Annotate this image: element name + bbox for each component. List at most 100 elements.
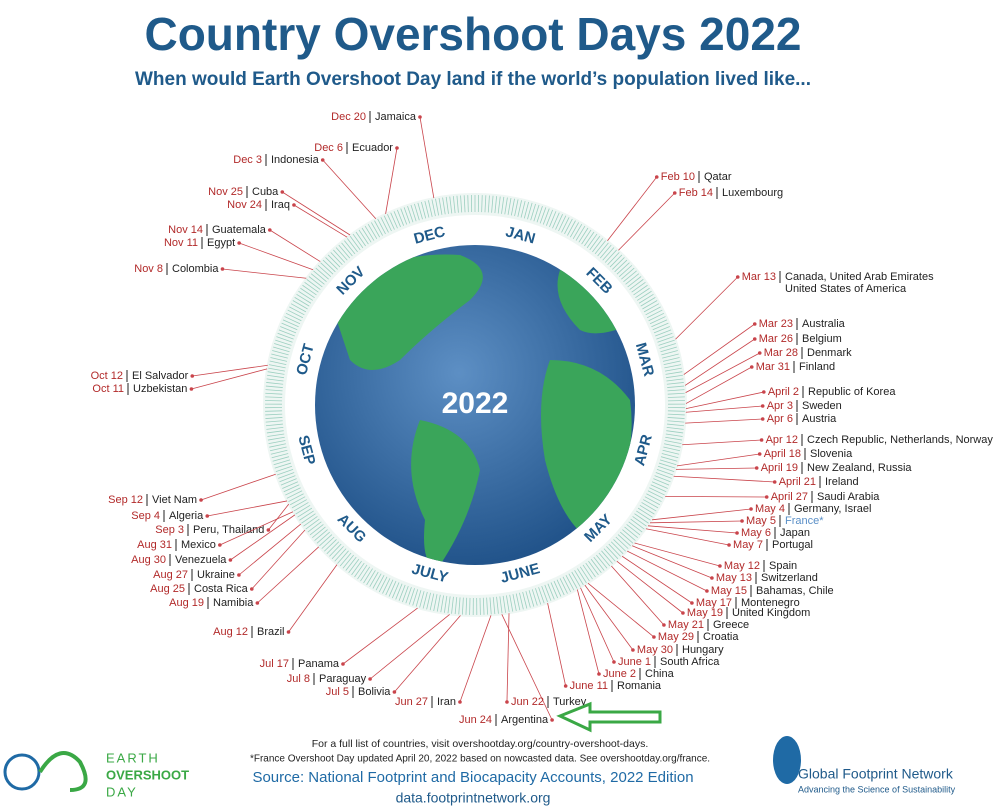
logo-text: Global Footprint Network	[798, 766, 954, 782]
day-tick	[447, 596, 451, 614]
entry: June 11 Romania	[547, 603, 662, 692]
entry-country: China	[645, 668, 675, 680]
entry-date: April 2	[768, 386, 799, 398]
entry-date: Aug 25	[150, 583, 185, 595]
day-tick	[608, 543, 621, 557]
leader-line	[675, 276, 739, 340]
leader-line	[419, 116, 435, 199]
day-tick	[312, 526, 326, 539]
leader-dot	[612, 660, 616, 664]
day-tick	[272, 350, 289, 356]
day-tick	[561, 217, 570, 233]
entry: Mar 26 Belgium	[684, 333, 842, 386]
day-tick	[369, 571, 379, 587]
day-tick	[542, 208, 550, 225]
day-tick	[292, 300, 308, 310]
day-tick	[375, 575, 385, 591]
day-tick	[663, 360, 681, 365]
day-tick	[520, 200, 526, 218]
day-tick	[597, 242, 609, 257]
entry: May 5 France*	[650, 515, 824, 527]
day-tick	[269, 360, 287, 365]
leader-dot	[237, 573, 241, 577]
day-tick	[301, 513, 316, 524]
day-tick	[578, 227, 589, 243]
leader-line	[587, 582, 655, 638]
entry: Nov 14 Guatemala	[168, 224, 321, 262]
day-tick	[522, 591, 528, 609]
day-tick	[367, 223, 378, 240]
day-tick	[667, 392, 685, 395]
entry-country: Algeria	[169, 510, 204, 522]
entry-date: Jul 17	[260, 658, 289, 670]
day-tick	[552, 212, 560, 229]
day-tick	[487, 195, 490, 213]
entry: Jun 24 Argentina	[459, 614, 554, 726]
day-tick	[489, 597, 492, 615]
day-tick	[615, 536, 629, 549]
entry: Mar 31 Finland	[685, 361, 835, 404]
leader-line	[616, 560, 684, 614]
leader-line	[506, 613, 510, 703]
day-tick	[349, 235, 361, 251]
entry-country: Brazil	[257, 626, 285, 638]
entry-date: Nov 24	[227, 199, 262, 211]
highlight-arrow	[556, 701, 662, 733]
leader-line	[369, 614, 450, 680]
day-tick	[502, 595, 507, 613]
day-tick	[280, 326, 297, 334]
entry-date: May 13	[716, 572, 752, 584]
leader-line	[576, 589, 600, 675]
day-tick	[398, 584, 406, 601]
day-tick	[667, 420, 685, 423]
day-tick	[278, 472, 295, 479]
leader-dot	[249, 587, 254, 591]
leader-line	[685, 391, 764, 410]
entry-date: Sep 12	[108, 494, 143, 506]
logo-text: EARTH	[106, 750, 160, 765]
entry-date: May 19	[687, 607, 723, 619]
leader-dot	[597, 672, 601, 676]
day-tick	[326, 541, 340, 555]
entry-date: April 21	[779, 476, 816, 488]
entry-country: Luxembourg	[722, 187, 783, 199]
entry-country: Bahamas, Chile	[756, 585, 834, 597]
day-tick	[372, 573, 382, 589]
day-tick	[293, 502, 309, 512]
day-tick	[316, 531, 330, 544]
day-tick	[572, 223, 583, 240]
entry: Aug 25 Costa Rica	[150, 529, 306, 595]
leader-dot	[757, 351, 762, 355]
day-tick	[275, 465, 293, 472]
day-tick	[407, 206, 414, 223]
day-tick	[657, 336, 674, 343]
day-tick	[562, 576, 572, 593]
entry: Dec 20 Jamaica	[331, 111, 435, 199]
day-tick	[342, 554, 354, 569]
day-tick	[282, 319, 299, 328]
entry-country: Namibia	[213, 597, 254, 609]
day-tick	[380, 217, 389, 233]
entry-date: Dec 3	[233, 154, 262, 166]
day-tick	[363, 568, 373, 584]
day-tick	[545, 209, 554, 226]
day-tick	[337, 550, 349, 564]
entry-date: Jun 24	[459, 714, 492, 726]
day-tick	[530, 203, 536, 221]
leader-line	[239, 242, 314, 271]
entry: Feb 10 Qatar	[607, 171, 732, 241]
day-tick	[651, 319, 668, 328]
entry-country: Hungary	[682, 644, 724, 656]
day-tick	[346, 238, 358, 253]
day-tick	[396, 209, 405, 226]
day-tick	[614, 259, 628, 273]
day-tick	[266, 430, 284, 434]
entry-country: Uzbekistan	[133, 383, 187, 395]
day-tick	[436, 594, 441, 612]
day-tick	[333, 249, 346, 263]
day-tick	[662, 449, 680, 455]
entry-country: Slovenia	[810, 448, 853, 460]
day-tick	[278, 329, 295, 337]
day-tick	[504, 197, 508, 215]
leader-dot	[392, 690, 397, 694]
